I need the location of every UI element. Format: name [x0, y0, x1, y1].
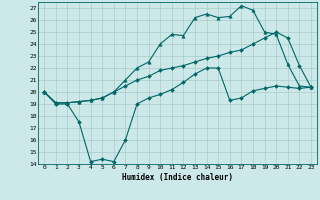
X-axis label: Humidex (Indice chaleur): Humidex (Indice chaleur) [122, 173, 233, 182]
